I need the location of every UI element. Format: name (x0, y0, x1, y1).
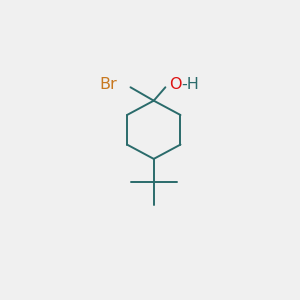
Text: Br: Br (99, 76, 117, 92)
Text: O: O (169, 76, 182, 92)
Text: -H: -H (182, 76, 200, 92)
